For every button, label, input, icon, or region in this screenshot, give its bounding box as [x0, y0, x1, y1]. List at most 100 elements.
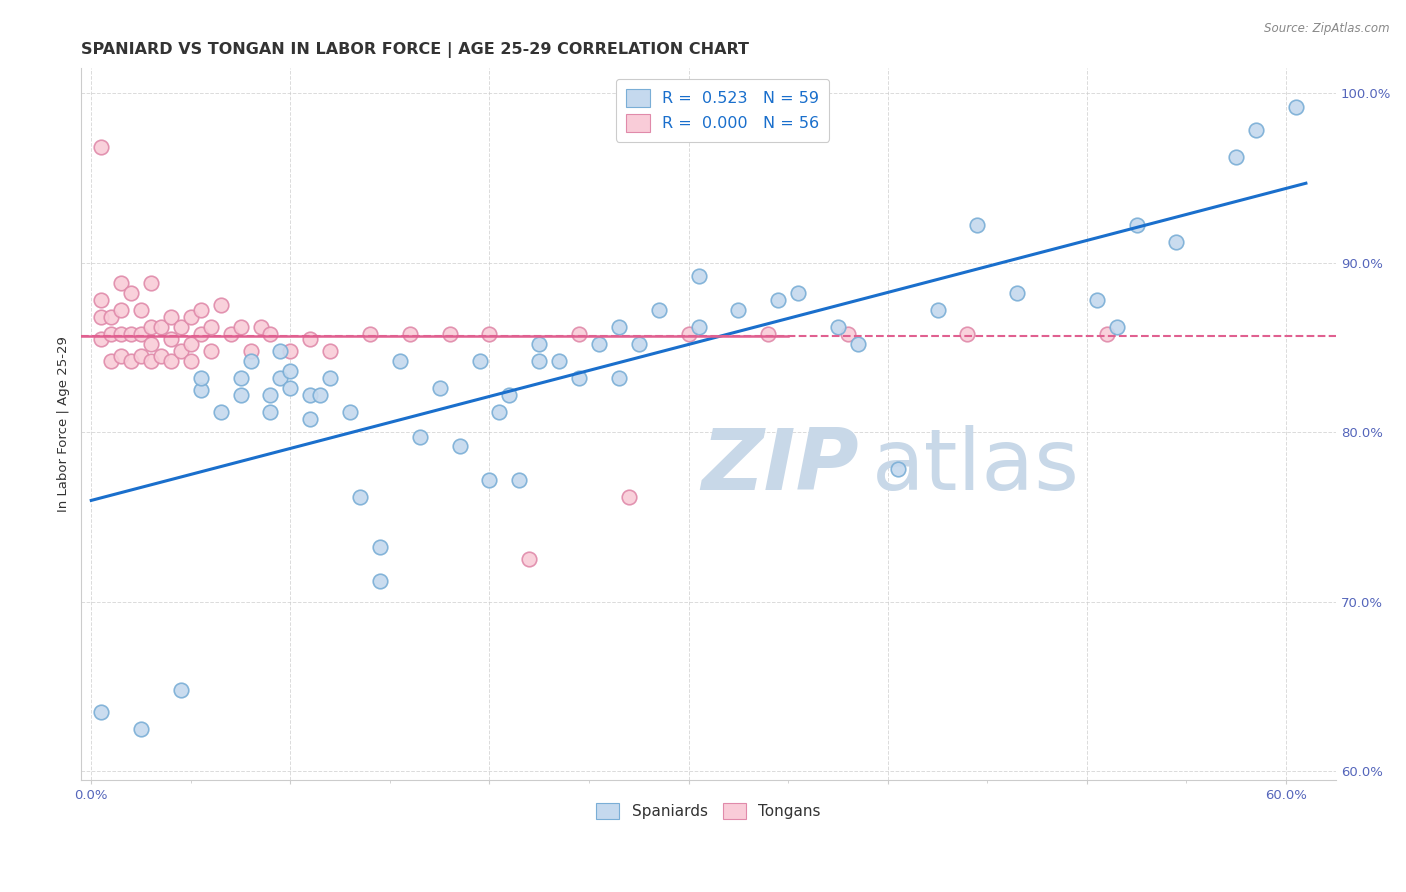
Point	[648, 303, 671, 318]
Point	[1225, 151, 1247, 165]
Point	[90, 332, 112, 346]
Point	[488, 405, 510, 419]
Point	[886, 462, 908, 476]
Point	[120, 354, 142, 368]
Point	[90, 310, 112, 324]
Point	[120, 286, 142, 301]
Point	[548, 354, 571, 368]
Point	[727, 303, 749, 318]
Point	[110, 326, 132, 341]
Point	[1244, 123, 1267, 137]
Point	[259, 405, 281, 419]
Point	[190, 383, 212, 397]
Point	[160, 354, 183, 368]
Point	[139, 276, 162, 290]
Point	[259, 388, 281, 402]
Point	[368, 574, 391, 589]
Point	[1095, 326, 1118, 341]
Point	[280, 381, 302, 395]
Point	[568, 371, 591, 385]
Text: atlas: atlas	[872, 425, 1080, 508]
Point	[100, 326, 122, 341]
Point	[239, 343, 262, 358]
Point	[180, 337, 202, 351]
Point	[339, 405, 361, 419]
Point	[478, 326, 501, 341]
Point	[1085, 293, 1108, 307]
Point	[688, 320, 710, 334]
Point	[280, 343, 302, 358]
Point	[388, 354, 411, 368]
Point	[627, 337, 650, 351]
Point	[200, 320, 222, 334]
Point	[120, 326, 142, 341]
Point	[160, 310, 183, 324]
Point	[529, 337, 551, 351]
Point	[927, 303, 949, 318]
Point	[110, 303, 132, 318]
Point	[190, 326, 212, 341]
Point	[170, 320, 193, 334]
Point	[1105, 320, 1128, 334]
Point	[837, 326, 859, 341]
Point	[299, 388, 322, 402]
Point	[449, 439, 471, 453]
Point	[299, 411, 322, 425]
Point	[249, 320, 271, 334]
Point	[678, 326, 700, 341]
Point	[200, 343, 222, 358]
Point	[180, 310, 202, 324]
Point	[219, 326, 242, 341]
Point	[209, 405, 232, 419]
Point	[90, 293, 112, 307]
Point	[100, 354, 122, 368]
Point	[269, 371, 291, 385]
Point	[269, 343, 291, 358]
Point	[607, 320, 630, 334]
Point	[170, 682, 193, 697]
Point	[1005, 286, 1028, 301]
Point	[398, 326, 420, 341]
Point	[259, 326, 281, 341]
Point	[129, 303, 152, 318]
Point	[787, 286, 810, 301]
Point	[90, 705, 112, 719]
Point	[1285, 100, 1308, 114]
Point	[409, 430, 432, 444]
Point	[110, 349, 132, 363]
Point	[956, 326, 979, 341]
Point	[568, 326, 591, 341]
Point	[190, 303, 212, 318]
Point	[229, 320, 252, 334]
Point	[160, 332, 183, 346]
Point	[129, 349, 152, 363]
Point	[529, 354, 551, 368]
Point	[478, 473, 501, 487]
Point	[688, 269, 710, 284]
Point	[229, 388, 252, 402]
Point	[149, 349, 172, 363]
Point	[498, 388, 520, 402]
Point	[139, 337, 162, 351]
Legend: Spaniards, Tongans: Spaniards, Tongans	[591, 797, 827, 825]
Point	[180, 354, 202, 368]
Point	[439, 326, 461, 341]
Point	[429, 381, 451, 395]
Text: Source: ZipAtlas.com: Source: ZipAtlas.com	[1264, 22, 1389, 36]
Point	[508, 473, 530, 487]
Point	[190, 371, 212, 385]
Point	[617, 490, 640, 504]
Point	[280, 364, 302, 378]
Point	[110, 276, 132, 290]
Point	[309, 388, 332, 402]
Point	[1125, 219, 1147, 233]
Point	[966, 219, 988, 233]
Y-axis label: In Labor Force | Age 25-29: In Labor Force | Age 25-29	[58, 335, 70, 512]
Point	[517, 552, 540, 566]
Point	[149, 320, 172, 334]
Point	[129, 326, 152, 341]
Point	[229, 371, 252, 385]
Point	[90, 140, 112, 154]
Point	[299, 332, 322, 346]
Point	[139, 320, 162, 334]
